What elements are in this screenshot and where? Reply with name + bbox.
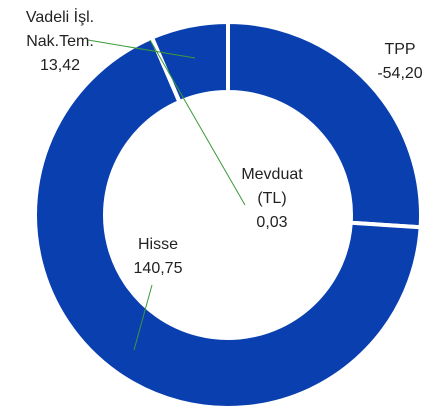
category-label: Mevduat (TL) bbox=[241, 166, 303, 207]
slice-label: TPP -54,20 bbox=[377, 38, 422, 86]
leader-line bbox=[133, 284, 153, 351]
slice-label: Mevduat (TL) 0,03 bbox=[241, 163, 302, 235]
value-label: 140,75 bbox=[133, 260, 183, 277]
category-label: Vadeli İşl. Nak.Tem. bbox=[25, 9, 95, 50]
leader-line bbox=[149, 39, 246, 206]
donut-slice bbox=[226, 19, 423, 230]
value-label: -54,20 bbox=[377, 65, 423, 82]
value-label: 13,42 bbox=[39, 57, 81, 74]
category-label: TPP bbox=[384, 41, 416, 58]
leader-line bbox=[87, 39, 196, 59]
slice-label: Hisse 140,75 bbox=[134, 233, 183, 281]
slice-label: Vadeli İşl. Nak.Tem. 13,42 bbox=[26, 6, 94, 78]
donut-slice bbox=[149, 19, 230, 105]
category-label: Hisse bbox=[137, 236, 178, 253]
donut-slice bbox=[33, 35, 423, 410]
value-label: 0,03 bbox=[256, 214, 288, 231]
